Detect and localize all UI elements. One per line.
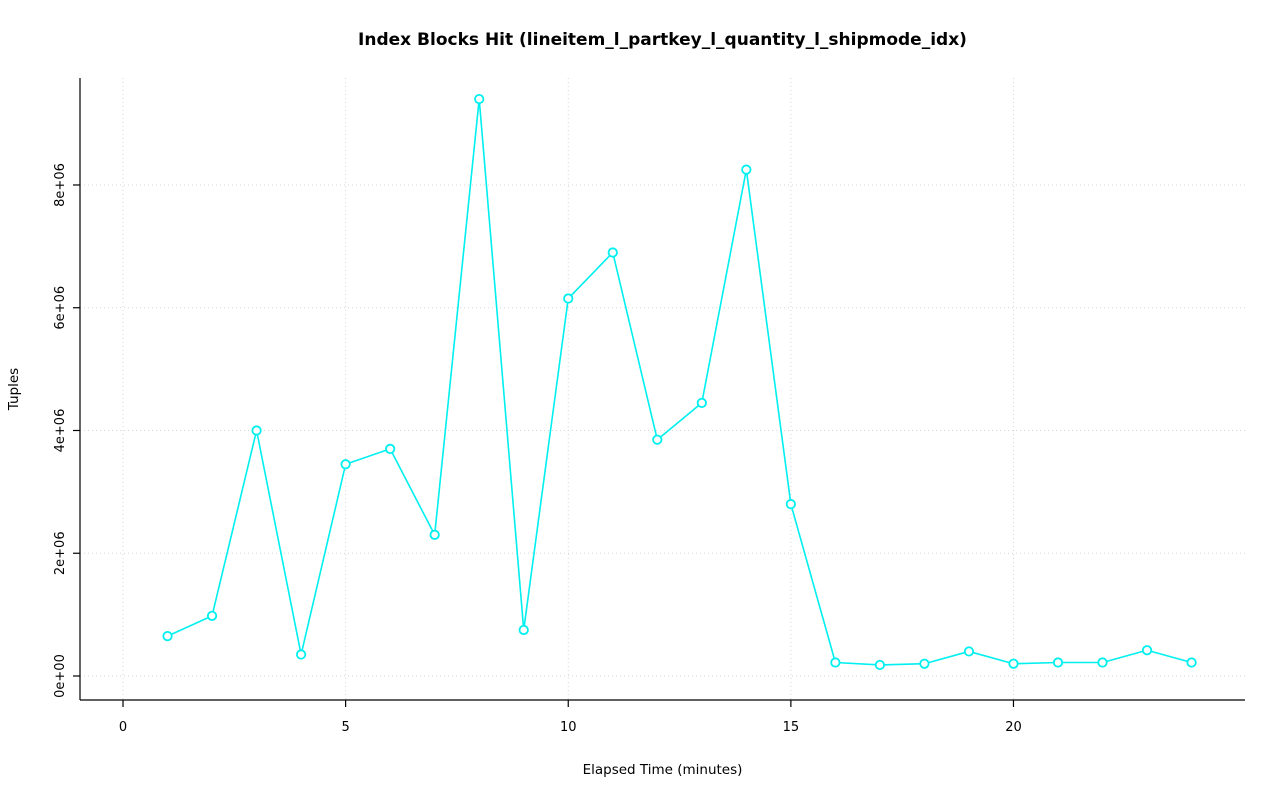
data-point <box>429 529 440 540</box>
data-point <box>251 425 262 436</box>
x-axis-title: Elapsed Time (minutes) <box>582 762 743 778</box>
data-point <box>919 658 930 669</box>
x-tick-label: 5 <box>341 720 349 735</box>
data-point <box>830 657 841 668</box>
data-point <box>741 164 752 175</box>
data-point <box>963 646 975 657</box>
data-point <box>296 649 307 660</box>
data-point <box>607 247 618 258</box>
data-point <box>1141 645 1153 656</box>
data-point <box>385 443 396 455</box>
data-point <box>1186 657 1197 668</box>
data-point <box>1097 657 1108 668</box>
x-tick-label: 15 <box>783 720 800 735</box>
x-tick-label: 10 <box>560 720 577 735</box>
y-tick-label: 4e+06 <box>53 409 68 453</box>
data-point <box>340 459 351 470</box>
data-point <box>785 499 796 510</box>
data-point <box>1008 658 1019 669</box>
data-point <box>206 610 218 621</box>
data-point <box>162 631 173 642</box>
x-tick-label: 0 <box>119 720 127 735</box>
data-point <box>696 397 707 408</box>
data-point <box>563 293 574 304</box>
data-line <box>166 98 1193 666</box>
y-tick-label: 2e+06 <box>53 531 68 575</box>
chart-title: Index Blocks Hit (lineitem_l_partkey_l_q… <box>358 30 967 50</box>
data-point <box>652 434 663 445</box>
data-point <box>474 93 485 105</box>
data-point <box>518 624 529 636</box>
data-point <box>874 659 886 671</box>
x-tick-label: 20 <box>1005 720 1022 735</box>
y-tick-label: 0e+00 <box>53 654 68 698</box>
y-tick-label: 6e+06 <box>53 286 68 330</box>
y-tick-label: 8e+06 <box>53 163 68 207</box>
data-point <box>1052 657 1064 668</box>
